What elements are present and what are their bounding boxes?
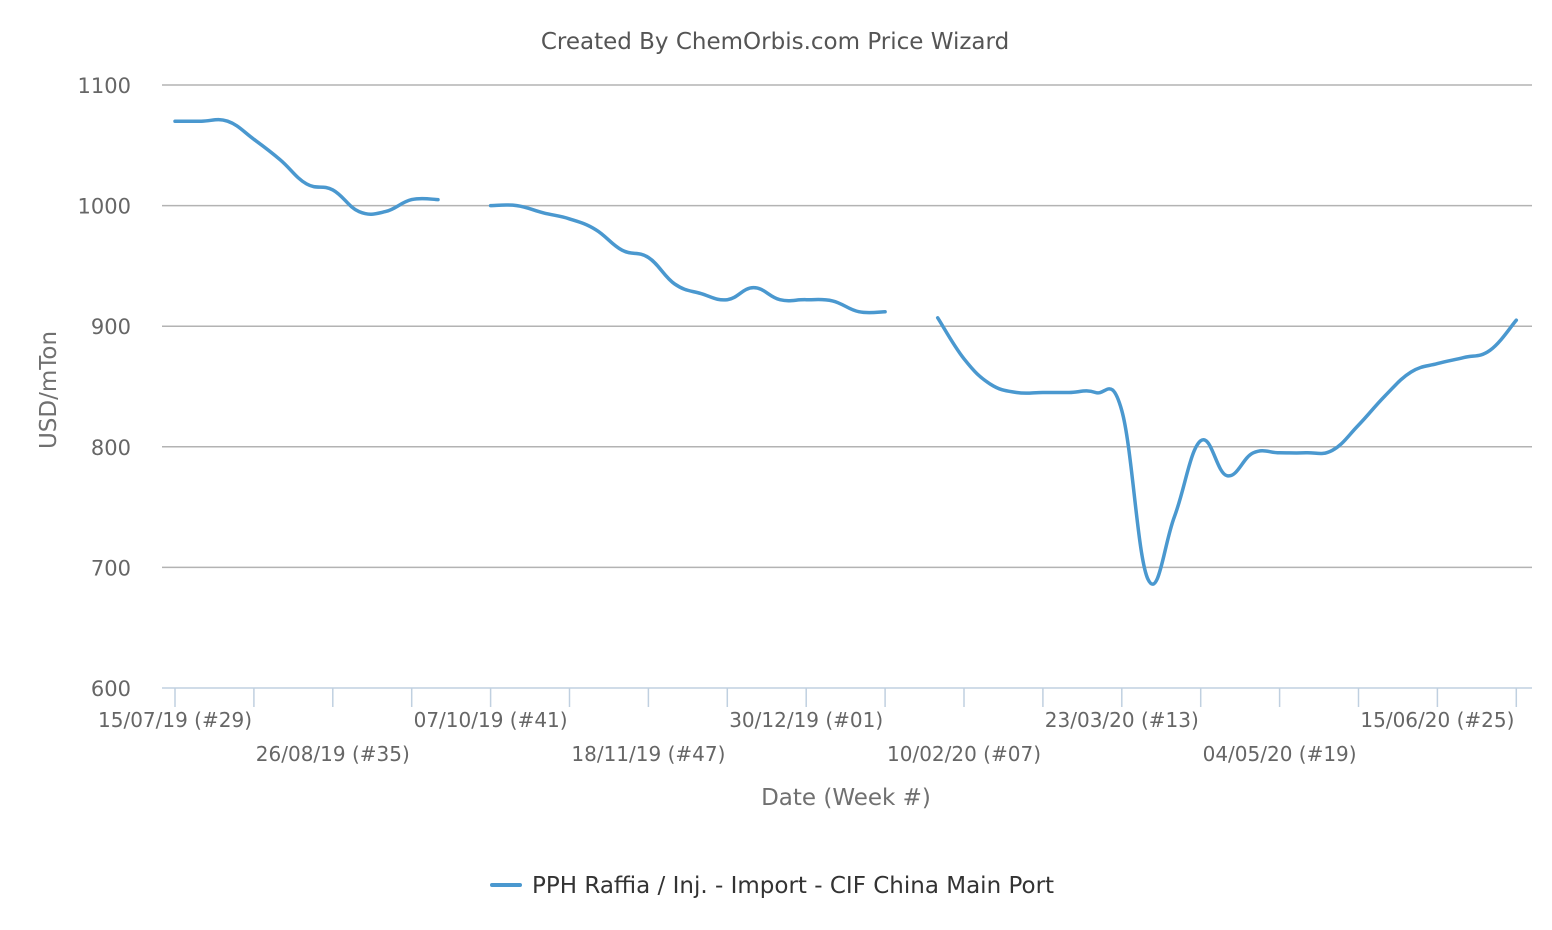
series-lines xyxy=(173,117,1519,586)
x-tick-label: 15/07/19 (#29) xyxy=(98,708,252,732)
y-tick-label: 1000 xyxy=(78,195,131,219)
gridlines xyxy=(162,84,1532,569)
legend[interactable]: PPH Raffia / Inj. - Import - CIF China M… xyxy=(490,873,1054,899)
x-tick-label: 18/11/19 (#47) xyxy=(571,742,725,766)
y-tick-label: 1100 xyxy=(78,74,131,98)
x-tick-label: 30/12/19 (#01) xyxy=(729,708,883,732)
x-axis: 15/07/19 (#29)26/08/19 (#35)07/10/19 (#4… xyxy=(98,688,1518,766)
series-line-segment[interactable] xyxy=(173,117,440,216)
chart-title: Created By ChemOrbis.com Price Wizard xyxy=(541,29,1009,55)
x-tick-label: 10/02/20 (#07) xyxy=(887,742,1041,766)
series-line-segment[interactable] xyxy=(935,316,1519,586)
legend-label[interactable]: PPH Raffia / Inj. - Import - CIF China M… xyxy=(532,873,1054,899)
y-axis-title: USD/mTon xyxy=(36,331,62,449)
x-axis-title: Date (Week #) xyxy=(761,785,931,811)
x-tick-label: 07/10/19 (#41) xyxy=(414,708,568,732)
y-tick-label: 800 xyxy=(91,436,131,460)
y-axis-labels: 600 700 800 900 1000 1100 xyxy=(78,74,131,701)
x-tick-label: 26/08/19 (#35) xyxy=(256,742,410,766)
y-tick-label: 700 xyxy=(91,556,131,580)
x-tick-label: 04/05/20 (#19) xyxy=(1203,742,1357,766)
x-tick-label: 23/03/20 (#13) xyxy=(1045,708,1199,732)
y-tick-label: 600 xyxy=(91,677,131,701)
x-tick-label: 15/06/20 (#25) xyxy=(1360,708,1514,732)
series-line-segment[interactable] xyxy=(488,203,887,315)
y-tick-label: 900 xyxy=(91,315,131,339)
